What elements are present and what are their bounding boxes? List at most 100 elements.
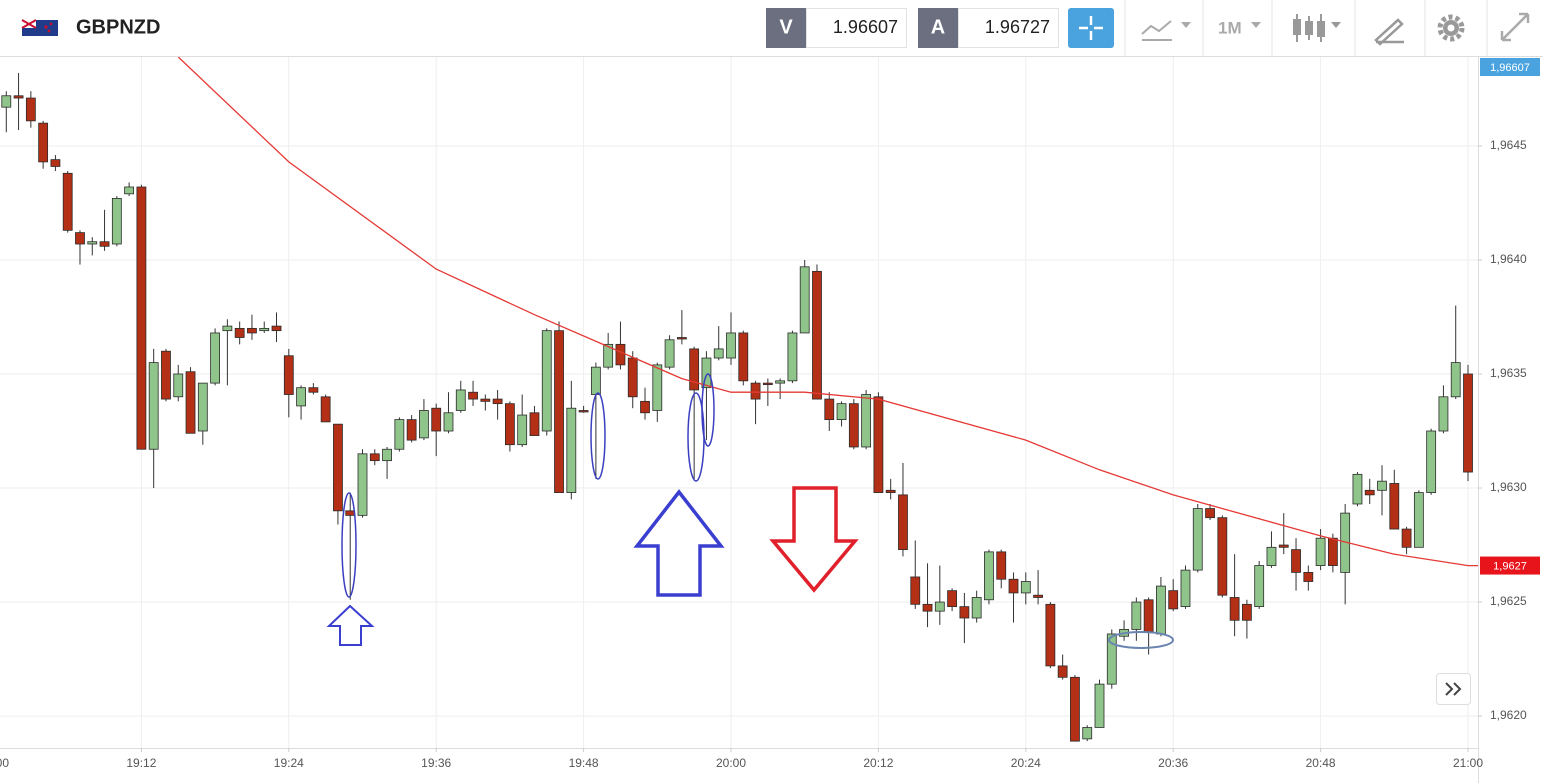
y-tick-label: 1,9645 (1490, 138, 1527, 152)
candle-body (480, 398, 491, 402)
candle-body (320, 396, 331, 423)
crosshair-button[interactable] (1068, 8, 1114, 48)
candle-body (640, 400, 650, 414)
bid-button[interactable] (766, 8, 806, 48)
candle-body (750, 382, 761, 400)
candle-body (124, 186, 135, 195)
candle-body (861, 394, 872, 448)
candle-body (885, 489, 896, 493)
candle-body (947, 590, 957, 608)
draw-tool-button[interactable] (1374, 18, 1404, 46)
candle-body (1131, 601, 1142, 630)
candle-body (455, 389, 466, 411)
scroll-right-button[interactable] (1436, 673, 1471, 705)
candle-body (1242, 603, 1252, 621)
candle-body (1168, 590, 1179, 610)
candle-body (296, 387, 306, 407)
candle-body (75, 232, 85, 245)
candle-body (971, 597, 982, 619)
candle-body (161, 350, 171, 400)
x-tick-label: 20:36 (1158, 756, 1188, 770)
price-label: 1,96607 (1490, 62, 1530, 74)
candle-body (1, 95, 12, 108)
candle-body (922, 603, 933, 612)
y-tick-label: 1,9625 (1490, 594, 1527, 608)
candle-body (1291, 549, 1301, 573)
candle-body (492, 398, 503, 405)
candle-body (345, 510, 356, 516)
ask-button[interactable] (918, 8, 958, 48)
candle-body (701, 357, 712, 389)
y-tick-label: 1,9630 (1490, 480, 1527, 494)
candle-body (1192, 508, 1203, 571)
candle-body (210, 332, 221, 384)
price-label: 1,9627 (1493, 560, 1527, 572)
candle-body (615, 343, 626, 366)
highlight-ellipse (590, 392, 606, 480)
highlight-ellipse (341, 492, 357, 598)
candle-body (1377, 480, 1387, 491)
candle-body (812, 270, 822, 400)
candle-body (173, 373, 184, 398)
candle-body (1070, 676, 1080, 742)
up-arrow (326, 604, 375, 646)
candle-body (1057, 665, 1068, 678)
candle-body (762, 382, 773, 386)
candle-body (1106, 633, 1117, 685)
candle-body (787, 332, 798, 382)
flag-icon (21, 19, 58, 36)
candle-body (898, 494, 908, 550)
highlight-ellipse (1108, 631, 1174, 649)
candle-body (1266, 546, 1277, 566)
timeframe: 1M (1218, 18, 1242, 37)
candle-body (1463, 373, 1473, 473)
candle-body (1180, 569, 1191, 608)
bid-label: V (779, 16, 793, 38)
candle-body (1352, 473, 1363, 505)
moving-average (177, 57, 1478, 567)
candle-body (824, 398, 835, 421)
candle-style-button[interactable] (1293, 14, 1341, 42)
candle-body (1008, 578, 1019, 594)
candle-body (836, 403, 847, 421)
chart-type-button[interactable] (1141, 20, 1191, 41)
fullscreen-button[interactable] (1500, 12, 1530, 42)
candle-body (468, 391, 478, 400)
candle-body (136, 186, 147, 450)
candle-body (689, 348, 700, 391)
x-tick-label: 19:12 (126, 756, 156, 770)
bid-price: 1.96607 (833, 17, 898, 37)
candle-body (1033, 594, 1043, 598)
down-arrow (769, 486, 859, 593)
candle-body (996, 551, 1007, 580)
candle-body (959, 606, 970, 619)
candle-body (38, 122, 49, 163)
candle-body (1315, 537, 1326, 566)
timeframe-button[interactable]: 1M (1218, 18, 1261, 37)
candle-body (566, 407, 577, 493)
candle-body (382, 448, 392, 462)
grid (0, 57, 1478, 748)
candle-body (247, 327, 257, 334)
candle-body (62, 172, 73, 231)
symbol: GBPNZD (76, 16, 160, 38)
candle-body (1205, 508, 1215, 519)
candle-body (627, 357, 638, 398)
candle-body (1364, 489, 1375, 496)
candle-body (1450, 362, 1461, 398)
candle-body (726, 332, 736, 359)
candle-body (554, 330, 564, 493)
candle-body (369, 453, 380, 462)
settings-button[interactable] (1437, 14, 1465, 42)
candle-body (1413, 492, 1424, 548)
candle-body (1082, 727, 1093, 740)
candle-body (529, 412, 540, 436)
candle-body (222, 325, 233, 332)
candle-body (799, 266, 810, 334)
candle-body (578, 410, 589, 413)
candle-body (25, 97, 36, 122)
candle-body (934, 601, 945, 612)
candle-body (99, 241, 110, 247)
candle-body (1143, 599, 1154, 633)
